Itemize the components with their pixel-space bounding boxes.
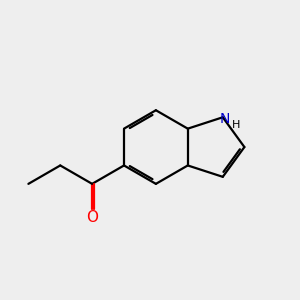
Text: N: N xyxy=(220,112,230,126)
Text: O: O xyxy=(86,210,98,225)
Text: H: H xyxy=(232,120,240,130)
